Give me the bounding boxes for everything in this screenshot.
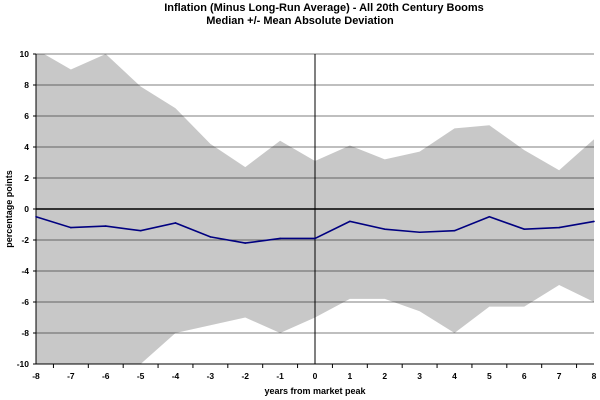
median-point: [35, 215, 37, 218]
y-tick-label: 0: [24, 204, 29, 214]
axes-layer: [33, 53, 594, 368]
x-tick-label: -5: [137, 371, 145, 381]
x-tick-label: -8: [32, 371, 40, 381]
chart-subtitle: Median +/- Mean Absolute Deviation: [206, 15, 394, 27]
median-point: [104, 225, 107, 227]
y-axis-label: percentage points: [4, 170, 14, 248]
median-point: [279, 237, 281, 240]
median-point: [488, 215, 491, 218]
x-tick-labels: -8 -7 -6 -5 -4 -3 -2 -1 0 1 2 3 4 5 6 7 8: [32, 371, 596, 381]
median-point: [418, 231, 421, 234]
median-point: [139, 229, 142, 232]
median-point: [70, 226, 72, 229]
chart-title: Inflation (Minus Long-Run Average) - All…: [164, 2, 484, 14]
y-tick-label: 10: [20, 49, 30, 59]
line-layer: [35, 215, 595, 244]
x-tick-label: 5: [487, 371, 492, 381]
median-point: [174, 222, 177, 224]
x-axis-label: years from market peak: [264, 386, 366, 396]
x-tick-label: 0: [313, 371, 318, 381]
median-point: [523, 228, 526, 230]
x-tick-label: -1: [276, 371, 284, 381]
y-tick-label: 8: [24, 80, 29, 90]
x-tick-label: 7: [557, 371, 562, 381]
y-tick-label: 6: [24, 111, 29, 121]
y-tick-label: -6: [21, 297, 29, 307]
median-point: [244, 242, 247, 244]
x-tick-label: -2: [241, 371, 249, 381]
y-tick-label: -10: [17, 359, 30, 369]
y-tick-label: -8: [21, 328, 29, 338]
median-point: [209, 236, 212, 238]
y-tick-label: -2: [21, 235, 29, 245]
x-tick-label: 4: [452, 371, 457, 381]
x-tick-label: -6: [102, 371, 110, 381]
x-tick-label: -4: [172, 371, 180, 381]
median-point: [349, 220, 351, 223]
median-point: [314, 237, 316, 240]
x-tick-label: -3: [207, 371, 215, 381]
y-tick-label: -4: [21, 266, 29, 276]
x-tick-label: 6: [522, 371, 527, 381]
median-point: [453, 229, 456, 232]
y-tick-labels: 10 8 6 4 2 0 -2 -4 -6 -8 -10: [17, 49, 30, 369]
y-tick-label: 2: [24, 173, 29, 183]
median-point: [383, 228, 386, 230]
median-point: [558, 226, 560, 229]
x-tick-label: 2: [382, 371, 387, 381]
x-tick-label: 8: [592, 371, 597, 381]
x-tick-label: 3: [417, 371, 422, 381]
median-point: [593, 220, 595, 223]
y-tick-label: 4: [24, 142, 29, 152]
x-tick-label: -7: [67, 371, 75, 381]
x-tick-label: 1: [348, 371, 353, 381]
